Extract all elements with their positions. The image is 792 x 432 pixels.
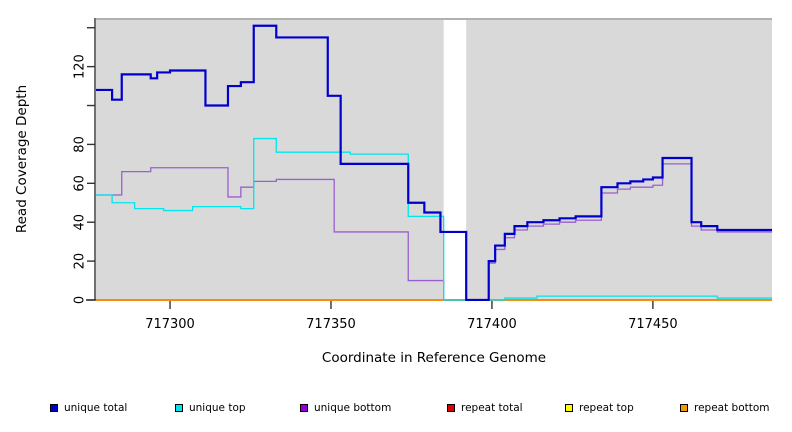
legend-label: repeat total — [461, 401, 523, 414]
legend-swatch-icon — [565, 404, 573, 412]
legend-item-unique-total[interactable]: unique total — [50, 396, 127, 420]
legend-swatch-icon — [50, 404, 58, 412]
legend-item-repeat-top[interactable]: repeat top — [565, 396, 634, 420]
legend-item-unique-bottom[interactable]: unique bottom — [300, 396, 391, 420]
x-tick-label: 717300 — [145, 317, 195, 332]
y-tick-label: 0 — [73, 296, 88, 304]
y-axis-title: Read Coverage Depth — [14, 85, 30, 233]
legend-item-unique-top[interactable]: unique top — [175, 396, 246, 420]
legend-label: unique top — [189, 401, 246, 414]
y-tick-label: 80 — [73, 136, 88, 153]
legend-item-repeat-bottom[interactable]: repeat bottom — [680, 396, 770, 420]
legend-label: unique bottom — [314, 401, 392, 414]
plot-canvas: 0 20 40 60 80 120 717300 717350 717400 717450 Coor… — [14, 18, 772, 366]
legend-swatch-icon — [175, 404, 183, 412]
plot-top-border — [96, 18, 772, 20]
legend-swatch-icon — [300, 404, 308, 412]
y-tick-label: 40 — [73, 214, 88, 231]
legend-label: unique total — [64, 401, 128, 414]
series-lines — [96, 24, 772, 301]
chart-legend: unique total unique top unique bottom repea… — [0, 396, 792, 420]
y-tick-label: 20 — [73, 253, 88, 270]
legend-label: repeat top — [579, 401, 634, 414]
axis-labels: 0 20 40 60 80 120 717300 717350 717400 717450 Coor… — [14, 54, 678, 366]
series-line-unique-top — [96, 137, 772, 301]
legend-swatch-icon — [447, 404, 455, 412]
x-tick-label: 717350 — [306, 317, 356, 332]
legend-swatch-icon — [680, 404, 688, 412]
legend-label: repeat bottom — [694, 401, 770, 414]
plot-background — [96, 18, 772, 300]
y-tick-label: 60 — [73, 175, 88, 192]
legend-item-repeat-total[interactable]: repeat total — [447, 396, 523, 420]
y-tick-label: 120 — [73, 54, 88, 79]
plot-area-background — [96, 18, 772, 300]
x-tick-label: 717450 — [628, 317, 678, 332]
data-gap-region — [443, 18, 467, 300]
series-line-unique-total — [96, 24, 772, 301]
x-tick-label: 717400 — [467, 317, 517, 332]
x-axis-title: Coordinate in Reference Genome — [322, 350, 546, 366]
